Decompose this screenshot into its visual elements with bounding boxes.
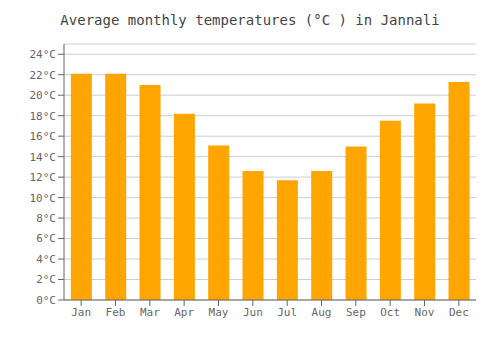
svg-text:18°C: 18°C [30, 110, 57, 123]
html-text:Average monthly temperatures (: Average monthly temperatures (°C ) in Ja… [60, 12, 440, 28]
svg-text:Mar: Mar [140, 306, 160, 319]
svg-text:Nov: Nov [415, 306, 435, 319]
svg-text:0°C: 0°C [36, 294, 56, 307]
svg-text:Dec: Dec [449, 306, 469, 319]
svg-text:Jun: Jun [243, 306, 263, 319]
svg-text:6°C: 6°C [36, 232, 56, 245]
svg-text:24°C: 24°C [30, 48, 57, 61]
svg-text:12°C: 12°C [30, 171, 57, 184]
svg-text:20°C: 20°C [30, 89, 57, 102]
svg-text:10°C: 10°C [30, 192, 57, 205]
svg-text:22°C: 22°C [30, 69, 57, 82]
svg-text:Jul: Jul [277, 306, 297, 319]
svg-text:2°C: 2°C [36, 273, 56, 286]
svg-text:14°C: 14°C [30, 151, 57, 164]
svg-text:May: May [209, 306, 229, 319]
svg-text:16°C: 16°C [30, 130, 57, 143]
svg-text:4°C: 4°C [36, 253, 56, 266]
svg-text:Apr: Apr [174, 306, 194, 319]
svg-text:8°C: 8°C [36, 212, 56, 225]
svg-text:Aug: Aug [312, 306, 332, 319]
svg-text:Jan: Jan [71, 306, 91, 319]
svg-text:Feb: Feb [106, 306, 126, 319]
svg-text:Sep: Sep [346, 306, 366, 319]
svg-text:Oct: Oct [380, 306, 400, 319]
